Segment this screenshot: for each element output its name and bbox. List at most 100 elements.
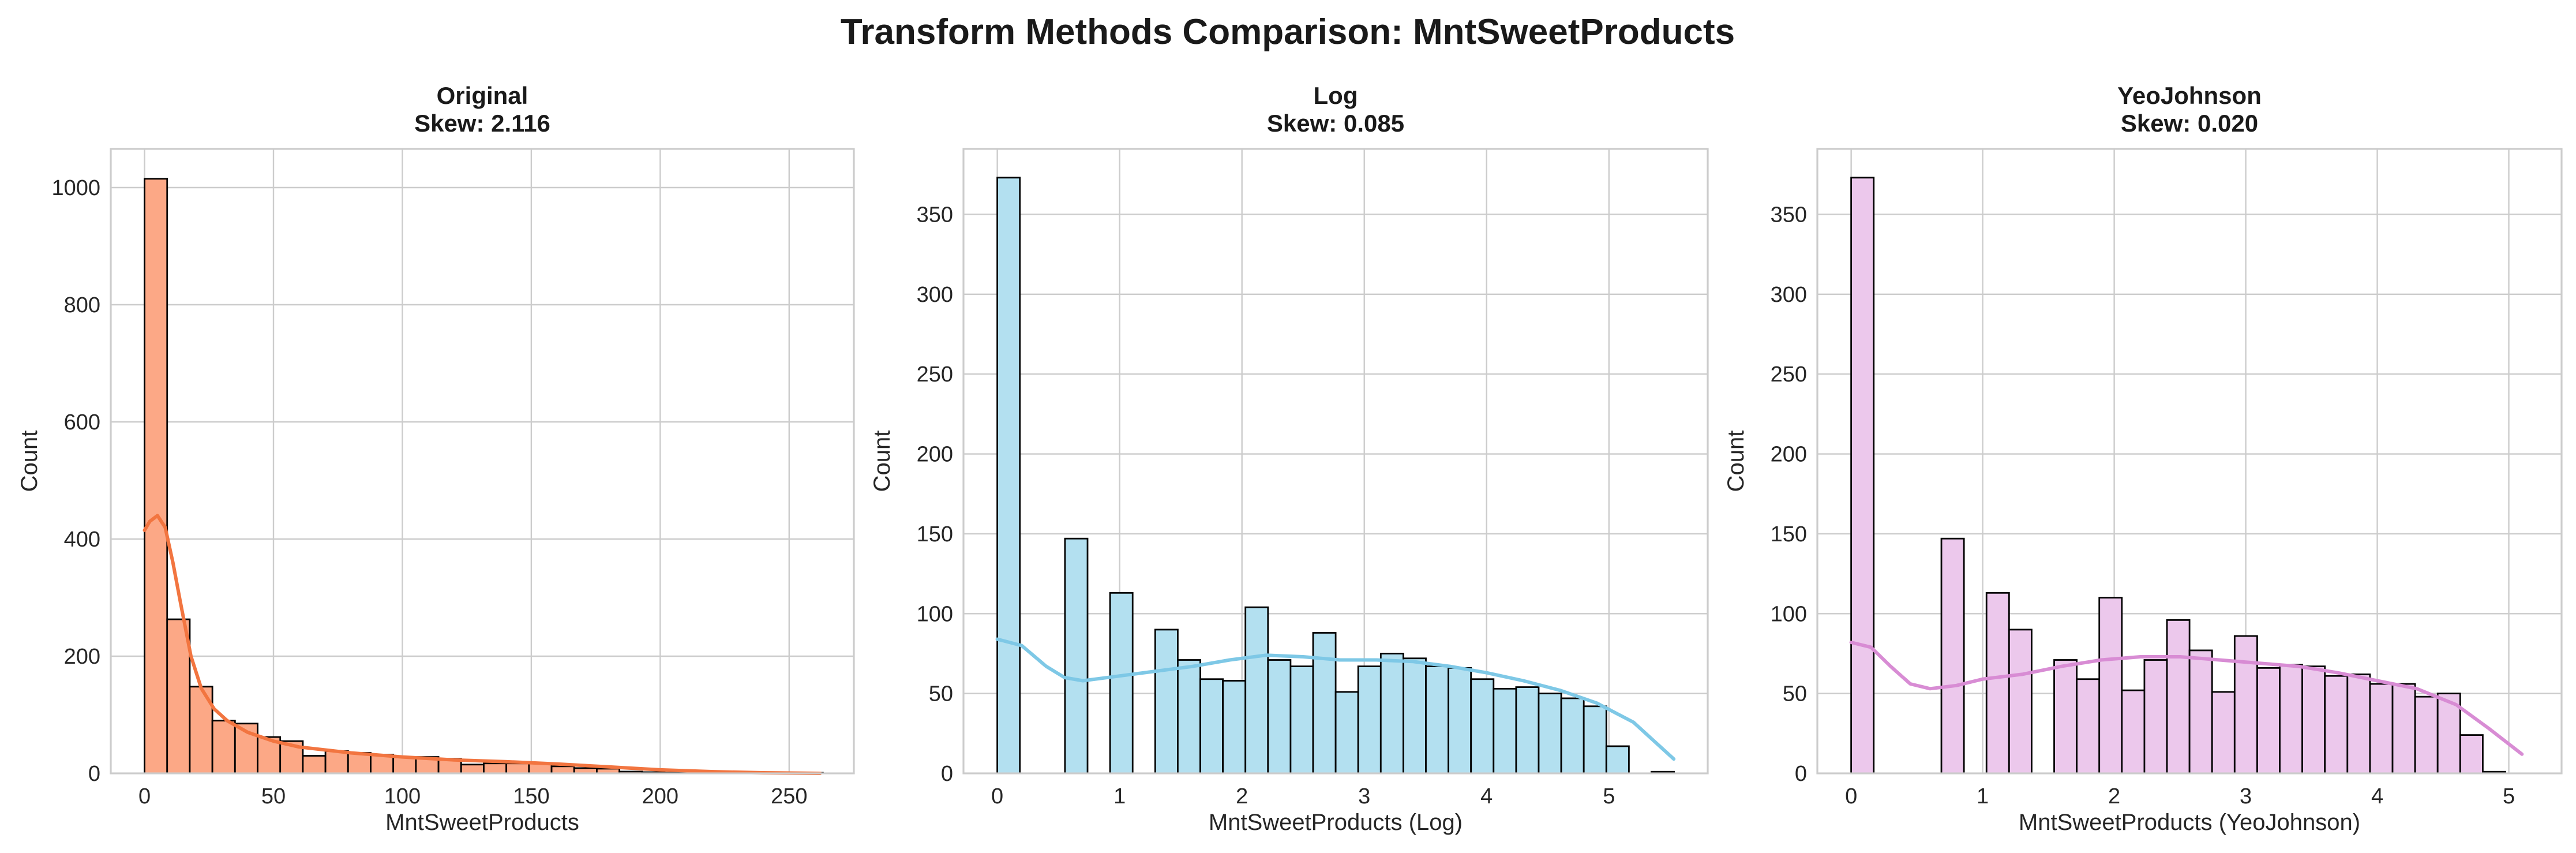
subplot-title: Original (437, 82, 528, 109)
y-tick-label: 100 (1771, 602, 1807, 626)
histogram-bar (1605, 745, 1630, 775)
x-tick-label: 1 (1113, 784, 1126, 809)
histogram-bar (2301, 665, 2326, 775)
histogram-bar (2459, 734, 2484, 775)
subplot-title: YeoJohnson (2117, 82, 2262, 109)
histogram-bar (1312, 632, 1337, 775)
x-tick-label: 150 (513, 784, 549, 809)
histogram-bar (1403, 657, 1427, 775)
plot-frame (110, 148, 855, 775)
y-tick-label: 250 (1771, 362, 1807, 387)
histogram-bar (2346, 674, 2371, 775)
y-tick-label: 200 (917, 443, 953, 467)
kde-line (995, 637, 1676, 761)
y-tick-label: 200 (1771, 443, 1807, 467)
y-tick-label: 350 (1771, 203, 1807, 227)
subplot-1: 0 200 400 600 800 1000 0 50 100 150 200 250 Original… (17, 82, 855, 835)
y-tick-label: 250 (917, 362, 953, 387)
histogram-bar (1448, 667, 1472, 775)
histogram-bar (1109, 592, 1134, 775)
histogram-bar (1379, 653, 1404, 775)
histogram-bar (483, 762, 508, 775)
histogram-bar (1357, 665, 1382, 775)
x-tick-label: 200 (642, 784, 678, 809)
histogram-bar (2324, 675, 2349, 775)
histogram-bar (550, 765, 575, 775)
y-tick-label: 150 (917, 522, 953, 547)
x-tick-label: 1 (1977, 784, 1989, 809)
x-tick-label: 4 (1480, 784, 1493, 809)
histogram-bar (2391, 683, 2416, 775)
histogram-bar (144, 178, 168, 775)
histogram-bar (2098, 597, 2123, 775)
y-tick-label: 50 (929, 682, 953, 706)
histogram-bar (2211, 691, 2236, 775)
x-axis-label: MntSweetProducts (Log) (1209, 810, 1463, 835)
histogram-bar (324, 750, 349, 775)
y-tick-label: 50 (1783, 682, 1807, 706)
histogram-bar (211, 720, 236, 775)
histogram-bar (2076, 678, 2101, 775)
y-tick-label: 350 (917, 203, 953, 227)
histogram-bar (2256, 667, 2281, 775)
histogram-bar (2233, 635, 2258, 775)
histogram-bar (1538, 693, 1562, 775)
histogram-bar (2143, 659, 2168, 775)
histogram-bar (1425, 665, 1449, 775)
x-tick-label: 100 (384, 784, 421, 809)
histogram-bar (2166, 619, 2191, 775)
histogram-bar (460, 764, 485, 775)
subplot-skew-label: Skew: 2.116 (414, 110, 550, 137)
histogram-bar (1267, 659, 1292, 775)
y-tick-label: 300 (1771, 283, 1807, 307)
histogram-bar (2008, 628, 2033, 775)
histogram-bar (392, 756, 417, 775)
x-tick-label: 5 (1603, 784, 1615, 809)
histogram-bar (505, 762, 530, 775)
x-tick-label: 3 (1358, 784, 1370, 809)
histogram-bar (2279, 664, 2304, 775)
figure-title: Transform Methods Comparison: MntSweetPr… (841, 12, 1735, 52)
subplot-3: 0 50 100 150 200 250 300 350 0 1 2 3 4 5 YeoJohnsonSke… (1723, 82, 2563, 835)
histogram-bar (1470, 678, 1495, 775)
y-axis-label: Count (17, 431, 42, 492)
y-axis-label: Count (869, 431, 895, 492)
x-tick-label: 250 (771, 784, 807, 809)
histogram-bar (1515, 686, 1540, 775)
subplot-skew-label: Skew: 0.085 (1267, 110, 1404, 137)
kde-line (143, 514, 822, 775)
x-tick-label: 0 (991, 784, 1003, 809)
x-axis-label: MntSweetProducts (YeoJohnson) (2019, 810, 2360, 835)
histogram-bar (1334, 691, 1359, 775)
x-tick-label: 2 (2108, 784, 2120, 809)
histogram-bar (1985, 592, 2010, 775)
x-tick-label: 4 (2371, 784, 2383, 809)
histogram-bar (1850, 177, 1875, 775)
histogram-bar (2188, 649, 2213, 775)
histogram-bar (2053, 659, 2078, 775)
x-tick-label: 3 (2240, 784, 2252, 809)
histogram-bar (1289, 665, 1314, 775)
y-tick-label: 0 (941, 762, 953, 786)
y-tick-label: 0 (88, 762, 100, 786)
y-tick-label: 600 (64, 410, 100, 435)
histogram-bar (2369, 683, 2394, 775)
x-axis-label: MntSweetProducts (385, 810, 579, 835)
histogram-bar (1177, 659, 1201, 775)
histogram-bar (2121, 689, 2146, 775)
histogram-bar (1583, 705, 1607, 775)
histogram-bar (1199, 678, 1224, 775)
histogram-bar (1244, 606, 1269, 775)
histogram-bar (1154, 628, 1179, 775)
y-tick-label: 800 (64, 293, 100, 317)
y-tick-label: 0 (1795, 762, 1807, 786)
histogram-bar (2414, 695, 2439, 775)
histogram-bar (347, 752, 372, 775)
y-tick-label: 100 (917, 602, 953, 626)
plot-frame (1816, 148, 2563, 775)
histogram-bar (1560, 697, 1585, 775)
x-tick-label: 0 (138, 784, 151, 809)
